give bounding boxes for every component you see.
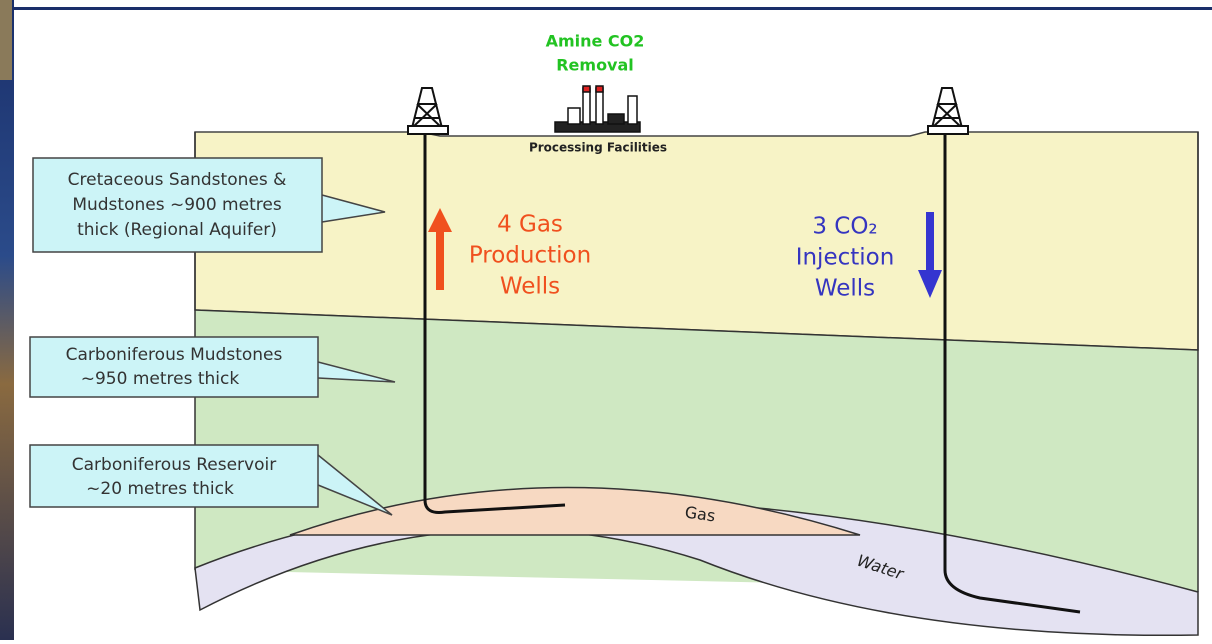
injection-label: 3 CO₂ bbox=[812, 214, 877, 240]
plant-title: Amine CO2 bbox=[546, 32, 645, 51]
top-rule bbox=[12, 7, 1212, 10]
injection-label: Wells bbox=[815, 276, 875, 302]
production-label: Production bbox=[469, 243, 591, 269]
callout-text: thick (Regional Aquifer) bbox=[77, 220, 277, 240]
callout-text: ~950 metres thick bbox=[81, 369, 240, 389]
callout-text: ~20 metres thick bbox=[86, 479, 234, 499]
production-label: 4 Gas bbox=[497, 212, 563, 238]
facility-label: Processing Facilities bbox=[529, 141, 667, 155]
injection-label: Injection bbox=[796, 245, 895, 271]
photo-corner bbox=[0, 0, 12, 80]
diagram: Amine CO2 Removal Processing Facilities … bbox=[0, 0, 1212, 640]
plant-title: Removal bbox=[556, 56, 634, 75]
callout-text: Carboniferous Mudstones bbox=[66, 345, 283, 365]
callout-text: Carboniferous Reservoir bbox=[72, 455, 276, 475]
callout-text: Cretaceous Sandstones & bbox=[68, 170, 287, 190]
production-label: Wells bbox=[500, 274, 560, 300]
photo-strip bbox=[0, 0, 14, 640]
callout-text: Mudstones ~900 metres bbox=[72, 195, 282, 215]
